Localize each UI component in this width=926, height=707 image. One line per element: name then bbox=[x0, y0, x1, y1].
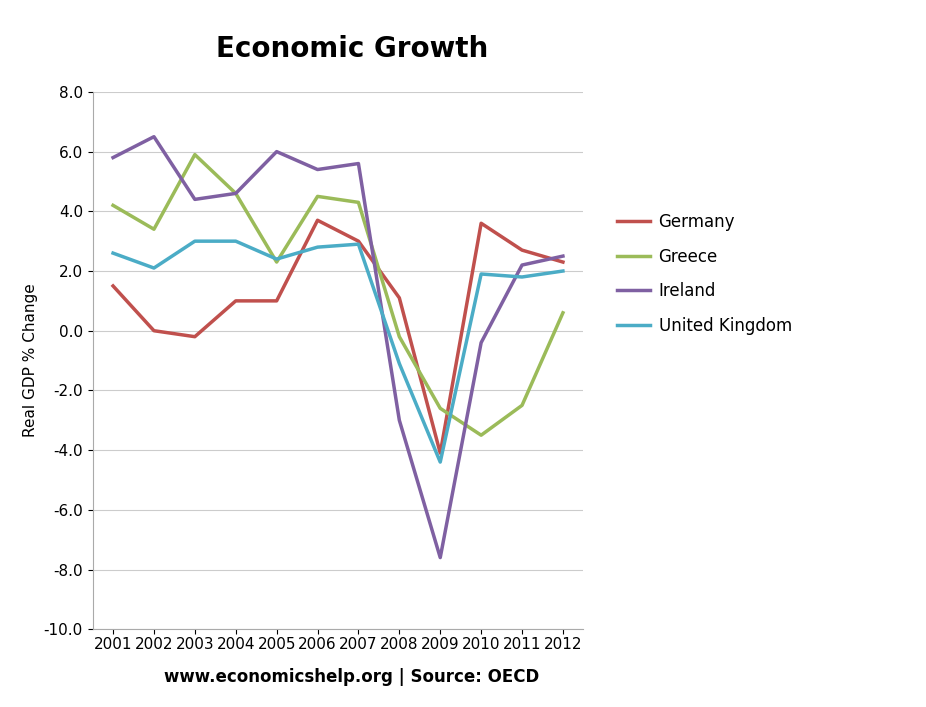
Line: Germany: Germany bbox=[113, 221, 563, 453]
United Kingdom bbox=[476, 270, 487, 279]
Greece bbox=[271, 258, 282, 267]
Legend: Germany, Greece, Ireland, United Kingdom: Germany, Greece, Ireland, United Kingdom bbox=[610, 206, 798, 341]
Greece bbox=[189, 151, 200, 159]
Ireland bbox=[189, 195, 200, 204]
Germany bbox=[189, 332, 200, 341]
Greece bbox=[434, 404, 445, 413]
United Kingdom bbox=[312, 243, 323, 252]
United Kingdom bbox=[394, 359, 405, 368]
Germany bbox=[231, 297, 242, 305]
United Kingdom bbox=[231, 237, 242, 245]
Greece bbox=[353, 198, 364, 206]
Ireland bbox=[517, 261, 528, 269]
Text: Economic Growth: Economic Growth bbox=[216, 35, 488, 64]
Ireland bbox=[312, 165, 323, 174]
Germany bbox=[557, 258, 569, 267]
Germany bbox=[476, 219, 487, 228]
Ireland bbox=[476, 339, 487, 347]
Germany bbox=[148, 327, 159, 335]
Line: Greece: Greece bbox=[113, 155, 563, 436]
Greece bbox=[517, 401, 528, 409]
United Kingdom bbox=[189, 237, 200, 245]
United Kingdom bbox=[557, 267, 569, 275]
United Kingdom bbox=[353, 240, 364, 248]
Ireland bbox=[148, 132, 159, 141]
Ireland bbox=[434, 554, 445, 562]
Germany bbox=[353, 237, 364, 245]
Ireland bbox=[557, 252, 569, 260]
Greece bbox=[107, 201, 119, 209]
United Kingdom bbox=[517, 273, 528, 281]
Ireland bbox=[107, 153, 119, 162]
Germany bbox=[107, 281, 119, 290]
Text: www.economicshelp.org | Source: OECD: www.economicshelp.org | Source: OECD bbox=[164, 668, 540, 686]
Line: United Kingdom: United Kingdom bbox=[113, 241, 563, 462]
Greece bbox=[557, 308, 569, 317]
Ireland bbox=[353, 159, 364, 168]
Germany bbox=[517, 246, 528, 255]
United Kingdom bbox=[434, 458, 445, 467]
United Kingdom bbox=[148, 264, 159, 272]
United Kingdom bbox=[271, 255, 282, 263]
United Kingdom bbox=[107, 249, 119, 257]
Germany bbox=[394, 293, 405, 302]
Greece bbox=[312, 192, 323, 201]
Greece bbox=[148, 225, 159, 233]
Y-axis label: Real GDP % Change: Real GDP % Change bbox=[23, 284, 38, 438]
Ireland bbox=[231, 189, 242, 198]
Ireland bbox=[271, 147, 282, 156]
Greece bbox=[231, 189, 242, 198]
Greece bbox=[476, 431, 487, 440]
Ireland bbox=[394, 416, 405, 424]
Germany bbox=[434, 449, 445, 457]
Germany bbox=[312, 216, 323, 225]
Germany bbox=[271, 297, 282, 305]
Greece bbox=[394, 332, 405, 341]
Line: Ireland: Ireland bbox=[113, 136, 563, 558]
